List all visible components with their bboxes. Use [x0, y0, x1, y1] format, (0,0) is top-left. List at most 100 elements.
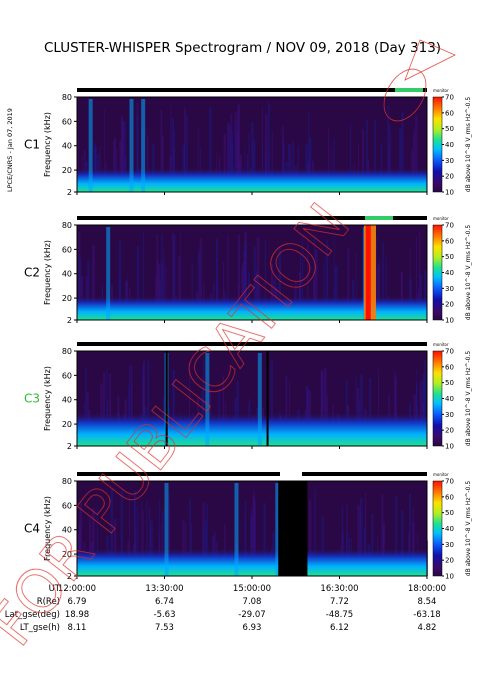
colorbar-tick-label: 20	[445, 427, 454, 435]
y-tick-label: 60	[62, 371, 72, 380]
ephemeris-value: 4.82	[418, 623, 437, 633]
spectral-streak	[309, 500, 312, 576]
spectral-streak	[178, 256, 181, 320]
spectral-streak	[173, 131, 175, 192]
spectral-streak	[388, 124, 391, 192]
spectral-streak	[108, 374, 112, 446]
spectral-streak	[156, 233, 159, 320]
colorbar-tick-label: 50	[445, 379, 454, 387]
chart-title: CLUSTER-WHISPER Spectrogram / NOV 09, 20…	[44, 40, 442, 56]
colorbar-tick-label: 60	[445, 237, 454, 245]
ephemeris-value: 6.74	[155, 597, 174, 607]
colorbar-tick-label: 30	[445, 157, 454, 165]
status-label: monitor	[433, 216, 449, 221]
spectral-streak	[244, 142, 246, 192]
spectral-streak	[137, 505, 139, 576]
spectral-streak	[415, 237, 418, 320]
ephemeris-value: 6.12	[330, 623, 349, 633]
y-tick-label: 2	[67, 188, 72, 197]
spectral-streak	[227, 122, 230, 192]
x-tick-label: 13:30:00	[145, 584, 183, 594]
spectral-streak	[199, 238, 202, 320]
panel-c1: monitor 2 20 40 60 80 Frequency (kHz)C1 10 20 30 4…	[24, 88, 472, 197]
spectral-streak	[78, 259, 82, 320]
colorbar	[432, 224, 443, 321]
spectral-streak	[142, 232, 145, 320]
x-tick-label: 16:30:00	[320, 584, 358, 594]
colorbar-tick-label: 10	[445, 573, 454, 581]
spectral-streak	[253, 489, 255, 576]
status-label: monitor	[433, 472, 449, 477]
spectral-streak	[236, 133, 240, 192]
spectral-streak	[237, 235, 241, 320]
spectral-streak	[313, 234, 316, 320]
spectral-streak	[102, 372, 106, 446]
spectral-streak	[146, 501, 148, 576]
spectral-streak	[129, 491, 130, 576]
spectral-streak	[232, 133, 233, 192]
ephemeris-value: 7.72	[330, 597, 349, 607]
colorbar-tick-label: 70	[445, 478, 454, 486]
status-bar-segment	[395, 88, 423, 92]
ephemeris-value: 6.79	[68, 597, 87, 607]
spectral-streak	[160, 110, 163, 192]
spectral-streak	[142, 360, 146, 446]
spectral-streak	[209, 107, 212, 192]
spectral-streak	[256, 236, 260, 320]
emission-burst	[106, 227, 111, 320]
spectral-streak	[170, 105, 172, 192]
spectral-streak	[244, 242, 247, 320]
spectral-streak	[142, 510, 144, 576]
colorbar-label: dB above 10^-8 V_rms Hz^-0.5	[465, 225, 472, 321]
colorbar-tick-label: 20	[445, 557, 454, 565]
spectral-streak	[355, 251, 357, 320]
spectral-streak	[147, 360, 150, 446]
spectral-streak	[323, 262, 325, 320]
spectral-streak	[141, 500, 143, 576]
spectral-streak	[412, 507, 414, 576]
spectral-streak	[326, 238, 329, 320]
spectral-streak	[161, 510, 164, 576]
spectral-streak	[334, 265, 338, 320]
emission-burst	[205, 353, 210, 446]
emission-burst	[275, 483, 280, 576]
colorbar-tick-label: 70	[445, 222, 454, 230]
spectral-streak	[270, 360, 274, 446]
spectral-streak	[371, 514, 374, 576]
spectral-streak	[255, 271, 258, 320]
y-tick-label: 2	[67, 572, 72, 581]
spectral-streak	[270, 263, 274, 320]
spectral-streak	[357, 504, 360, 576]
spectral-streak	[234, 111, 237, 192]
status-bar	[77, 88, 427, 92]
ephemeris-row-label: Lat_gse(deg)	[5, 610, 60, 620]
panel-name: C4	[24, 522, 40, 536]
y-tick-label: 80	[62, 477, 72, 486]
y-tick-label: 40	[62, 526, 72, 535]
spectral-streak	[347, 248, 350, 320]
spectral-streak	[377, 369, 379, 446]
status-bar	[77, 216, 427, 220]
y-tick-label: 2	[67, 316, 72, 325]
panel-name: C2	[24, 266, 40, 280]
spectral-streak	[93, 143, 96, 192]
spectral-streak	[136, 116, 139, 192]
spectral-streak	[355, 374, 357, 446]
y-axis-label: Frequency (kHz)	[43, 496, 52, 561]
spectral-streak	[206, 504, 208, 576]
x-tick-label: 15:00:00	[233, 584, 271, 594]
colorbar	[432, 96, 443, 193]
panel-name: C3	[24, 392, 40, 406]
colorbar-tick-label: 40	[445, 525, 454, 533]
spectral-streak	[165, 266, 167, 320]
spectral-streak	[357, 143, 359, 192]
y-tick-label: 40	[62, 142, 72, 151]
colorbar-tick-label: 70	[445, 94, 454, 102]
spectral-streak	[110, 488, 114, 576]
colorbar-tick-label: 30	[445, 411, 454, 419]
intense-emission-core	[365, 225, 371, 320]
spectral-streak	[314, 249, 318, 320]
spectral-streak	[147, 135, 149, 192]
ephemeris-value: 18.98	[65, 610, 89, 620]
